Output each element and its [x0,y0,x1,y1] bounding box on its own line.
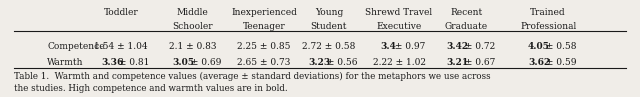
Text: Inexperienced: Inexperienced [231,8,297,17]
Text: ± 0.56: ± 0.56 [324,58,358,67]
Text: ± 0.97: ± 0.97 [392,42,426,51]
Text: ± 0.58: ± 0.58 [543,42,577,51]
Text: 1.54 ± 1.04: 1.54 ± 1.04 [94,42,148,51]
Text: Professional: Professional [520,22,576,31]
Text: Trained: Trained [531,8,566,17]
Text: Table 1.  Warmth and competence values (average ± standard deviations) for the m: Table 1. Warmth and competence values (a… [14,72,491,93]
Text: Competence: Competence [47,42,105,51]
Text: 3.05: 3.05 [172,58,195,67]
Text: 2.72 ± 0.58: 2.72 ± 0.58 [302,42,356,51]
Text: ± 0.72: ± 0.72 [461,42,495,51]
Text: Recent: Recent [451,8,483,17]
Text: 2.25 ± 0.85: 2.25 ± 0.85 [237,42,291,51]
Text: Toddler: Toddler [104,8,139,17]
Text: ± 0.67: ± 0.67 [461,58,495,67]
Text: 2.22 ± 1.02: 2.22 ± 1.02 [372,58,426,67]
Text: 4.05: 4.05 [528,42,550,51]
Text: 2.65 ± 0.73: 2.65 ± 0.73 [237,58,291,67]
Text: ± 0.59: ± 0.59 [543,58,577,67]
Text: 3.23: 3.23 [309,58,331,67]
Text: 3.21: 3.21 [447,58,468,67]
Text: Executive: Executive [376,22,422,31]
Text: Schooler: Schooler [172,22,213,31]
Text: Middle: Middle [177,8,209,17]
Text: Warmth: Warmth [47,58,84,67]
Text: ± 0.81: ± 0.81 [116,58,150,67]
Text: 3.42: 3.42 [447,42,468,51]
Text: 3.4: 3.4 [381,42,397,51]
Text: 3.36: 3.36 [101,58,124,67]
Text: 3.62: 3.62 [528,58,550,67]
Text: ± 0.69: ± 0.69 [188,58,221,67]
Text: 2.1 ± 0.83: 2.1 ± 0.83 [169,42,216,51]
Text: Young: Young [315,8,343,17]
Text: Shrewd Travel: Shrewd Travel [365,8,433,17]
Text: Teenager: Teenager [243,22,285,31]
Text: Student: Student [310,22,347,31]
Text: Graduate: Graduate [445,22,488,31]
